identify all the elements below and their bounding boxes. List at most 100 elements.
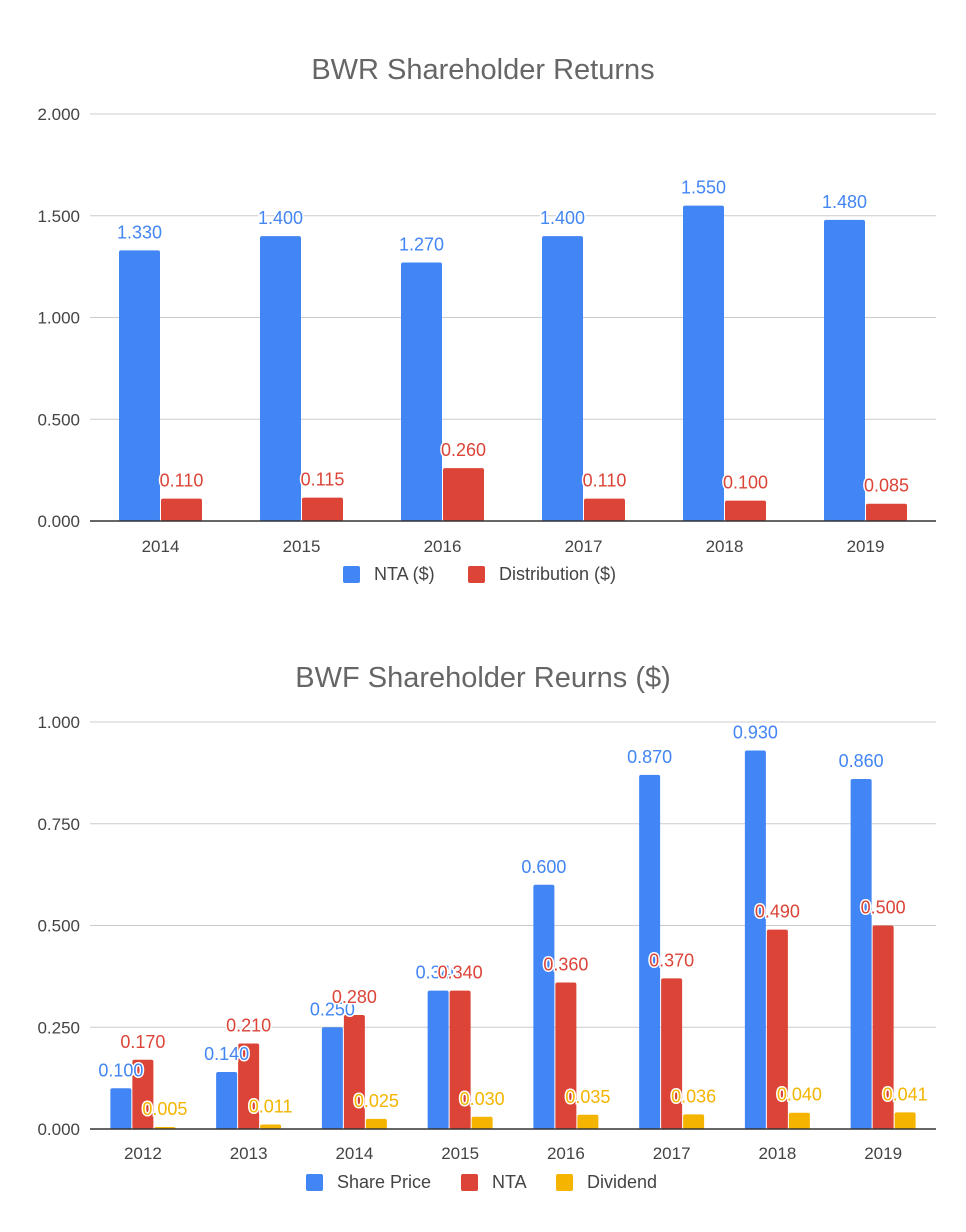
bar-share-price (533, 884, 555, 1129)
data-label: 0.170 (120, 1032, 165, 1052)
data-label: 0.870 (627, 747, 672, 767)
legend-label: Share Price (337, 1172, 431, 1192)
y-tick-label: 0.000 (37, 1120, 80, 1139)
data-label: 0.110 (583, 471, 627, 491)
bar-nta (872, 925, 894, 1129)
data-label: 0.115 (301, 470, 345, 490)
data-label: 0.100 (98, 1060, 143, 1080)
data-label: 0.011 (249, 1097, 293, 1117)
bar-nta (683, 205, 724, 521)
bar-dividend (894, 1112, 916, 1129)
legend-swatch (306, 1174, 323, 1191)
y-tick-label: 0.250 (37, 1018, 80, 1037)
data-label: 0.100 (723, 473, 768, 493)
chart-title: BWR Shareholder Returns (311, 54, 654, 86)
data-label: 0.036 (671, 1086, 716, 1106)
y-tick-label: 0.500 (37, 410, 80, 429)
bar-share-price (321, 1027, 343, 1129)
data-label: 0.340 (438, 963, 483, 983)
bar-distribution (443, 468, 484, 521)
chart-title: BWF Shareholder Reurns ($) (295, 662, 671, 694)
legend-label: NTA ($) (374, 564, 435, 584)
bar-nta (401, 262, 442, 521)
bar-nta (343, 1015, 365, 1129)
data-label: 1.270 (399, 235, 444, 255)
bar-distribution (866, 503, 907, 521)
bar-nta (238, 1043, 260, 1129)
x-tick-label: 2013 (230, 1144, 268, 1163)
x-tick-label: 2018 (706, 537, 744, 556)
x-axis-ticks: 2014 2015 2016 2017 2018 2019 (142, 537, 885, 556)
data-labels: 0.100 0.170 0.005 0.140 0.210 0.011 0.2500.280… (97, 721, 929, 1120)
data-label: 0.490 (755, 902, 800, 922)
bar-nta (661, 978, 683, 1129)
data-label: 0.370 (649, 950, 694, 970)
data-label: 0.085 (864, 476, 909, 496)
x-tick-label: 2016 (424, 537, 462, 556)
data-label: 0.140 (204, 1044, 249, 1064)
bar-nta (824, 219, 865, 521)
legend-swatch (556, 1174, 573, 1191)
y-tick-label: 0.000 (37, 512, 80, 531)
x-tick-label: 2014 (335, 1144, 373, 1163)
data-label: 0.040 (777, 1085, 822, 1105)
bar-nta (132, 1059, 154, 1129)
data-label: 0.930 (733, 722, 778, 742)
data-label: 0.210 (226, 1016, 271, 1036)
x-tick-label: 2016 (547, 1144, 585, 1163)
data-label: 0.250 (310, 999, 355, 1019)
data-label: 0.500 (861, 898, 906, 918)
legend-swatch (461, 1174, 478, 1191)
bwr-chart: BWR Shareholder Returns 0.000 0.500 1.000 1… (37, 54, 936, 584)
data-label: 1.400 (540, 208, 585, 228)
legend-swatch (343, 566, 360, 583)
bar-distribution (584, 498, 625, 521)
bar-dividend (260, 1124, 282, 1129)
y-axis-ticks: 0.000 0.500 1.000 1.500 2.000 (37, 105, 80, 531)
data-label: 1.400 (258, 208, 303, 228)
bar-share-price (850, 778, 872, 1129)
y-tick-label: 1.000 (37, 309, 80, 328)
x-tick-label: 2015 (283, 537, 321, 556)
gridlines (90, 113, 936, 420)
y-tick-label: 2.000 (37, 105, 80, 124)
bar-share-price (427, 990, 449, 1129)
x-tick-label: 2019 (864, 1144, 902, 1163)
x-axis-ticks: 2012 2013 2014 2015 2016 2017 2018 2019 (124, 1144, 902, 1163)
bar-nta (260, 236, 301, 521)
y-axis-ticks: 0.000 0.250 0.500 0.750 1.000 (37, 713, 80, 1139)
x-tick-label: 2015 (441, 1144, 479, 1163)
bar-dividend (365, 1118, 387, 1129)
bar-nta (542, 236, 583, 521)
data-label: 1.330 (117, 222, 162, 242)
gridlines (90, 721, 936, 1028)
legend-label: Dividend (587, 1172, 657, 1192)
bar-dividend (788, 1112, 810, 1129)
legend-swatch (468, 566, 485, 583)
bars (119, 205, 907, 521)
bar-dividend (577, 1114, 599, 1129)
x-tick-label: 2017 (565, 537, 603, 556)
bars (110, 750, 916, 1129)
legend: Share Price NTA Dividend (306, 1172, 657, 1192)
data-label: 0.280 (332, 987, 377, 1007)
data-label: 0.360 (543, 954, 588, 974)
x-tick-label: 2017 (653, 1144, 691, 1163)
bar-dividend (683, 1114, 705, 1129)
bwf-chart: BWF Shareholder Reurns ($) 0.000 0.250 0.5… (37, 662, 936, 1192)
bar-share-price (110, 1088, 132, 1129)
y-tick-label: 1.000 (37, 713, 80, 732)
bar-nta (119, 250, 160, 521)
bar-share-price (639, 774, 661, 1129)
data-label: 0.030 (460, 1089, 505, 1109)
data-label: 0.860 (839, 751, 884, 771)
x-tick-label: 2014 (142, 537, 180, 556)
data-label: 0.260 (441, 440, 486, 460)
bar-distribution (725, 500, 766, 521)
data-label: 0.041 (883, 1084, 928, 1104)
data-label: 1.550 (681, 178, 726, 198)
bar-share-price (744, 750, 766, 1129)
data-label: 0.025 (354, 1091, 399, 1111)
y-tick-label: 0.750 (37, 815, 80, 834)
